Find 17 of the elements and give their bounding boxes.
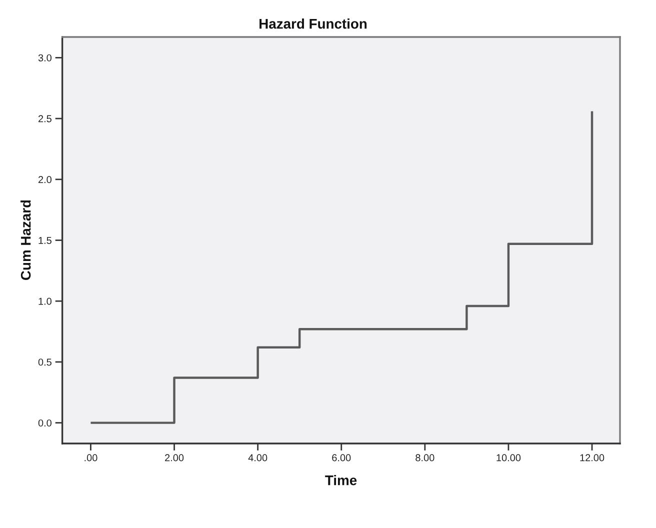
chart-title: Hazard Function [260, 18, 367, 29]
x-tick-label: 4.00 [248, 454, 268, 462]
x-tick-label: 6.00 [332, 454, 351, 462]
x-tick-label: 2.00 [165, 454, 184, 462]
y-axis-title: Cum Hazard [20, 200, 31, 280]
y-tick-label: 3.0 [38, 54, 52, 62]
y-tick-label: 2.0 [38, 176, 52, 184]
y-tick-label: 0.0 [38, 419, 52, 427]
x-tick-label: 10.00 [496, 454, 521, 462]
y-tick-label: 2.5 [38, 115, 52, 122]
y-tick-label: 1.0 [38, 298, 52, 305]
x-tick-label: 8.00 [416, 454, 434, 462]
x-tick-label: 12.00 [580, 454, 604, 462]
x-axis-title: Time [325, 475, 357, 486]
x-tick-label: .00 [84, 454, 98, 462]
y-tick-label: 0.5 [38, 358, 52, 366]
y-tick-label: 1.5 [38, 236, 52, 244]
